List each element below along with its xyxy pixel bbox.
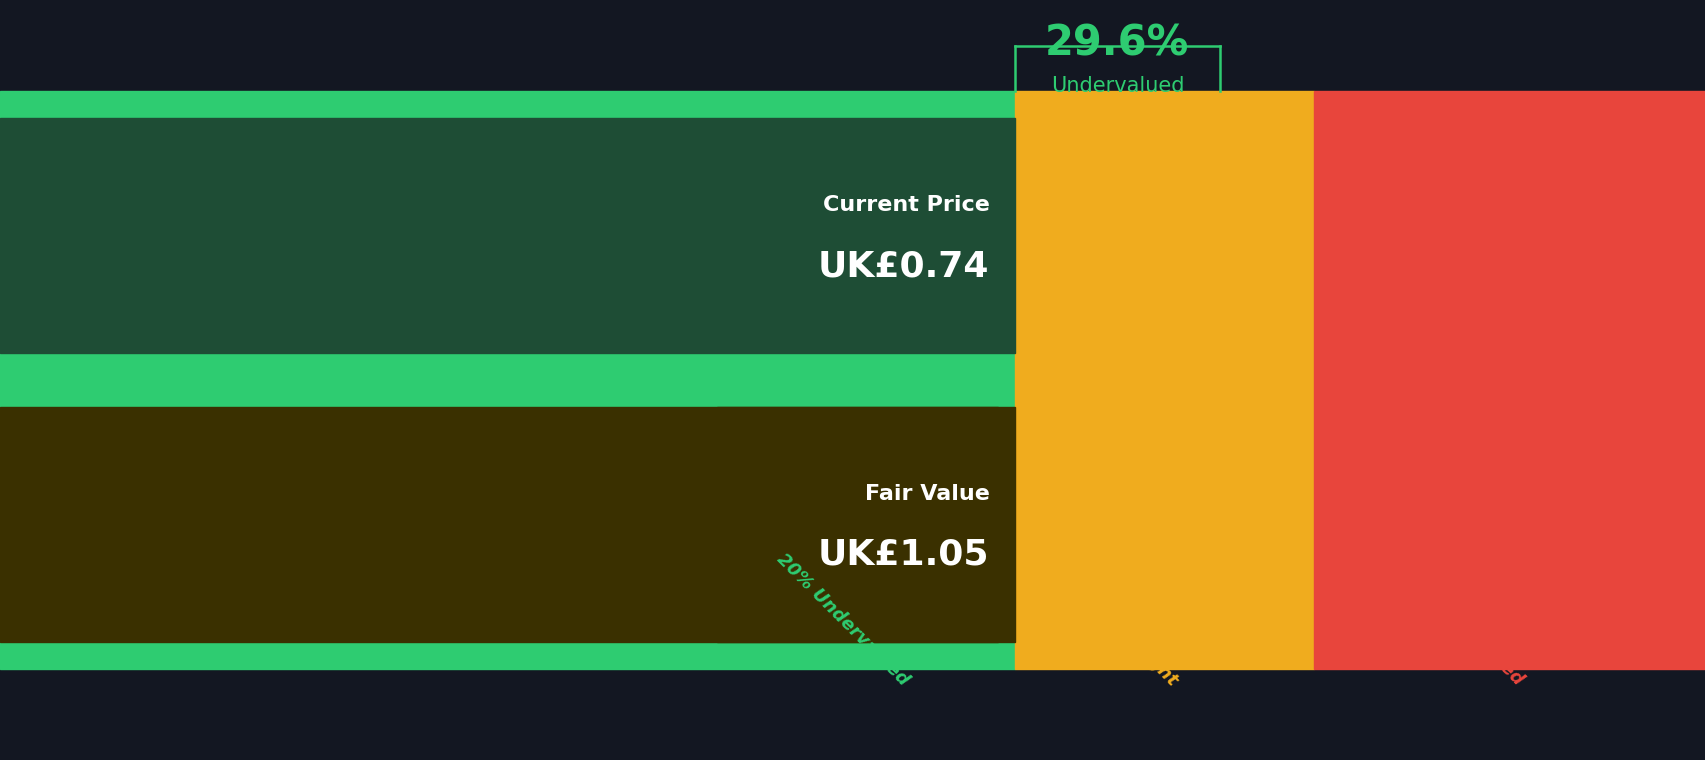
Bar	[1313, 91, 1705, 669]
Text: Fair Value: Fair Value	[864, 484, 989, 504]
Bar	[0, 118, 1014, 353]
Text: Undervalued: Undervalued	[1050, 76, 1183, 96]
Text: Current Price: Current Price	[822, 195, 989, 215]
Text: About Right: About Right	[1083, 591, 1180, 689]
Text: UK£1.05: UK£1.05	[817, 538, 989, 572]
Bar	[0, 91, 1014, 669]
Bar	[0, 407, 1014, 642]
Text: 29.6%: 29.6%	[1045, 23, 1188, 65]
Bar	[716, 407, 997, 642]
Text: 20% Undervalued: 20% Undervalued	[772, 550, 912, 689]
Bar	[1014, 91, 1313, 669]
Text: 20% Overvalued: 20% Overvalued	[1396, 559, 1526, 689]
Text: UK£0.74: UK£0.74	[817, 249, 989, 283]
